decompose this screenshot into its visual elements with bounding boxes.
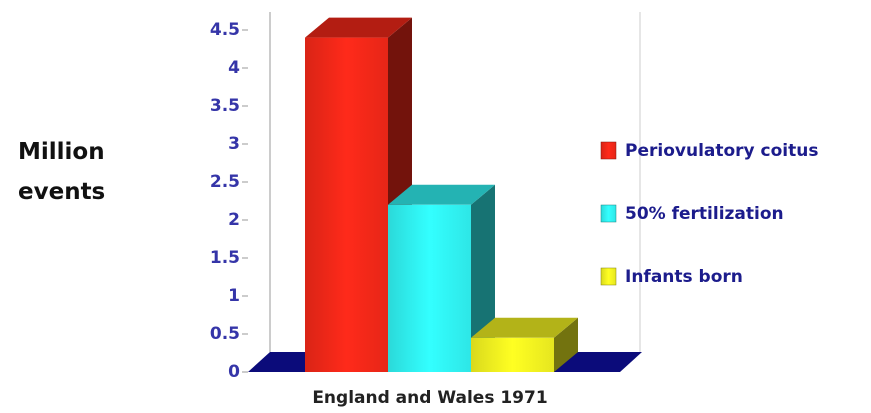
bar — [388, 204, 471, 372]
y-tick-label: 4 — [228, 58, 240, 78]
legend-label: 50% fertilization — [625, 204, 784, 224]
y-tick-label: 1 — [228, 286, 240, 306]
y-tick-label: 2 — [228, 210, 240, 230]
y-tick-label: 0.5 — [210, 324, 240, 344]
legend-label: Infants born — [625, 267, 743, 287]
legend-swatch — [600, 141, 617, 160]
y-tick-label: 2.5 — [210, 172, 240, 192]
x-tick-label: England and Wales 1971 — [312, 388, 547, 408]
y-tick-label: 4.5 — [210, 20, 240, 40]
y-tick-label: 1.5 — [210, 248, 240, 268]
y-axis-label: Million events — [18, 139, 106, 205]
bar — [305, 37, 388, 372]
y-tick-label: 0 — [228, 362, 240, 382]
bar-top — [388, 184, 495, 205]
y-tick-label: 3 — [228, 134, 240, 154]
bar-top — [305, 17, 412, 38]
legend-label: Periovulatory coitus — [625, 141, 818, 161]
bar-top — [471, 317, 578, 338]
bar — [471, 337, 554, 372]
y-tick-label: 3.5 — [210, 96, 240, 116]
bar-side — [554, 317, 578, 372]
legend-swatch — [600, 204, 617, 223]
legend-swatch — [600, 267, 617, 286]
